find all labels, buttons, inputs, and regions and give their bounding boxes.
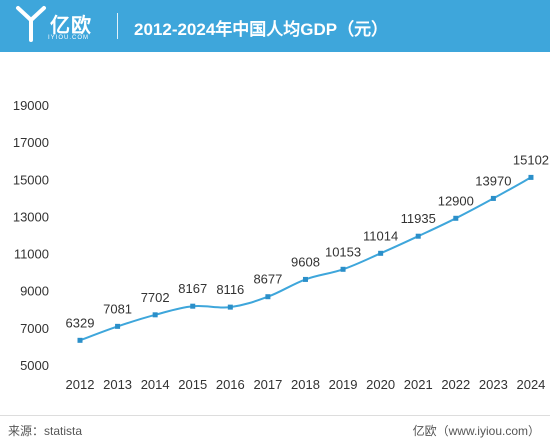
x-tick-label: 2024 bbox=[516, 377, 545, 392]
data-label: 12900 bbox=[438, 193, 474, 208]
x-tick-label: 2015 bbox=[178, 377, 207, 392]
data-point bbox=[528, 174, 534, 180]
data-point bbox=[302, 276, 308, 282]
chart-title: 2012-2024年中国人均GDP（元） bbox=[134, 20, 389, 39]
x-tick-label: 2012 bbox=[66, 377, 95, 392]
y-tick-label: 17000 bbox=[13, 135, 49, 150]
x-tick-label: 2021 bbox=[404, 377, 433, 392]
data-label: 11935 bbox=[401, 211, 436, 226]
data-label: 7081 bbox=[103, 301, 132, 316]
data-point bbox=[378, 250, 384, 256]
data-label: 15102 bbox=[513, 152, 549, 167]
data-label: 11014 bbox=[363, 228, 398, 243]
data-label: 8167 bbox=[178, 281, 207, 296]
data-point bbox=[227, 304, 233, 310]
x-tick-label: 2018 bbox=[291, 377, 320, 392]
data-label: 6329 bbox=[66, 315, 95, 330]
y-tick-label: 19000 bbox=[13, 98, 49, 113]
data-point bbox=[490, 195, 496, 201]
footer-divider bbox=[0, 415, 550, 416]
data-point bbox=[115, 323, 121, 329]
y-tick-label: 13000 bbox=[13, 209, 49, 224]
data-point bbox=[265, 294, 271, 300]
x-tick-label: 2022 bbox=[441, 377, 470, 392]
data-label: 8116 bbox=[216, 282, 244, 297]
data-point bbox=[340, 266, 346, 272]
x-tick-label: 2016 bbox=[216, 377, 245, 392]
logo-text: 亿欧 bbox=[50, 15, 92, 37]
data-label: 9608 bbox=[291, 254, 320, 269]
data-point bbox=[453, 215, 459, 221]
logo-icon bbox=[16, 6, 46, 42]
data-label: 8677 bbox=[253, 272, 282, 287]
logo-subtext: IYIOU.COM bbox=[48, 35, 90, 41]
y-tick-label: 7000 bbox=[20, 321, 49, 336]
data-point bbox=[190, 303, 196, 309]
x-tick-label: 2023 bbox=[479, 377, 508, 392]
x-tick-label: 2014 bbox=[141, 377, 170, 392]
data-label: 10153 bbox=[325, 244, 361, 259]
header-divider bbox=[117, 13, 118, 39]
x-tick-label: 2020 bbox=[366, 377, 395, 392]
header-bar: 亿欧 IYIOU.COM 2012-2024年中国人均GDP（元） bbox=[0, 0, 550, 52]
brand-note: 亿欧（www.iyiou.com） bbox=[412, 424, 540, 438]
y-tick-label: 11000 bbox=[14, 247, 49, 262]
logo: 亿欧 IYIOU.COM bbox=[14, 4, 100, 48]
source-note: 来源：statista bbox=[8, 424, 83, 438]
line-chart: 5000 7000 9000 11000 13000 15000 17000 19000 201… bbox=[13, 98, 549, 392]
y-tick-label: 15000 bbox=[13, 172, 49, 187]
x-tick-label: 2017 bbox=[253, 377, 282, 392]
y-tick-label: 5000 bbox=[20, 358, 49, 373]
y-tick-label: 9000 bbox=[20, 284, 49, 299]
x-tick-label: 2013 bbox=[103, 377, 132, 392]
x-tick-label: 2019 bbox=[329, 377, 358, 392]
data-point bbox=[152, 312, 158, 318]
data-label: 13970 bbox=[475, 173, 511, 188]
data-point bbox=[77, 337, 83, 343]
data-label: 7702 bbox=[141, 290, 170, 305]
data-point bbox=[415, 233, 421, 239]
